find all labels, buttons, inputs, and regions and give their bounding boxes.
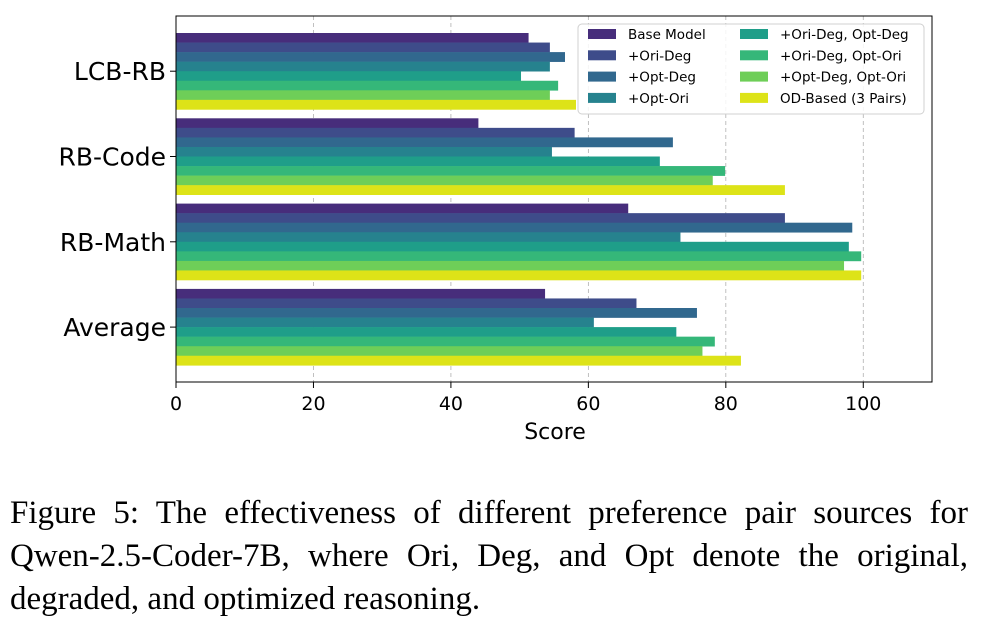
bar [176, 80, 559, 91]
x-tick-label: 100 [845, 393, 881, 415]
bar [176, 61, 550, 72]
bar [176, 71, 522, 82]
x-tick-label: 0 [170, 393, 182, 415]
legend-swatch [588, 92, 616, 103]
x-axis-title: Score [524, 420, 586, 445]
bar [176, 336, 715, 347]
bar [176, 222, 853, 233]
legend-swatch [740, 29, 768, 39]
legend-swatch [588, 29, 616, 39]
legend-label: +Opt-Deg [628, 70, 696, 86]
bar [176, 90, 550, 101]
legend-label: +Ori-Deg, Opt-Ori [780, 48, 902, 64]
legend-swatch [740, 71, 768, 82]
legend-swatch [740, 92, 768, 103]
bar [176, 118, 479, 129]
bar [176, 156, 660, 167]
x-tick-label: 80 [714, 393, 738, 415]
bar [176, 317, 594, 328]
legend-swatch [588, 71, 616, 82]
legend-swatch [588, 50, 616, 61]
bar [176, 99, 576, 110]
bar [176, 146, 552, 157]
legend-label: Base Model [628, 27, 706, 43]
legend-label: +Ori-Deg, Opt-Deg [780, 27, 909, 43]
bar [176, 251, 862, 262]
bar [176, 42, 550, 53]
bar [176, 346, 703, 357]
bar [176, 260, 845, 271]
bar [176, 241, 849, 252]
bar [176, 166, 726, 176]
legend: Base Model +Ori-Deg +Opt-Deg +Opt-Ori +Ori-D… [577, 23, 925, 115]
bar [176, 288, 546, 299]
x-tick-label: 20 [301, 393, 325, 415]
bar [176, 127, 575, 138]
bar [176, 213, 785, 223]
legend-swatch [740, 50, 768, 61]
bar [176, 232, 681, 243]
category-label: RB-Code [58, 143, 166, 172]
bar [176, 327, 677, 337]
bar [176, 308, 697, 318]
category-label: LCB-RB [74, 57, 166, 86]
bar [176, 52, 565, 62]
bar [176, 298, 637, 309]
bar [176, 137, 673, 148]
x-tick-label: 40 [439, 393, 463, 415]
legend-label: OD-Based (3 Pairs) [780, 91, 907, 107]
figure-caption: Figure 5: The effectiveness of different… [10, 495, 968, 617]
legend-box [577, 23, 925, 115]
bar [176, 203, 629, 214]
bar [176, 355, 741, 366]
bar-chart: 0 20 40 60 80 100 LCB-RB RB-Code RB-Math Average… [58, 15, 933, 445]
category-label: RB-Math [60, 228, 166, 257]
legend-label: +Opt-Deg, Opt-Ori [780, 70, 906, 86]
legend-label: +Opt-Ori [628, 91, 689, 107]
category-labels: LCB-RB RB-Code RB-Math Average [58, 57, 176, 342]
category-label: Average [63, 313, 166, 342]
bars [176, 33, 862, 366]
bar [176, 270, 862, 281]
bar [176, 175, 713, 186]
plot-frame [175, 15, 933, 383]
legend-label: +Ori-Deg [628, 48, 691, 64]
x-tick-label: 60 [576, 393, 600, 415]
bar [176, 33, 529, 43]
bar [176, 185, 785, 195]
x-ticks: 0 20 40 60 80 100 [170, 382, 881, 415]
